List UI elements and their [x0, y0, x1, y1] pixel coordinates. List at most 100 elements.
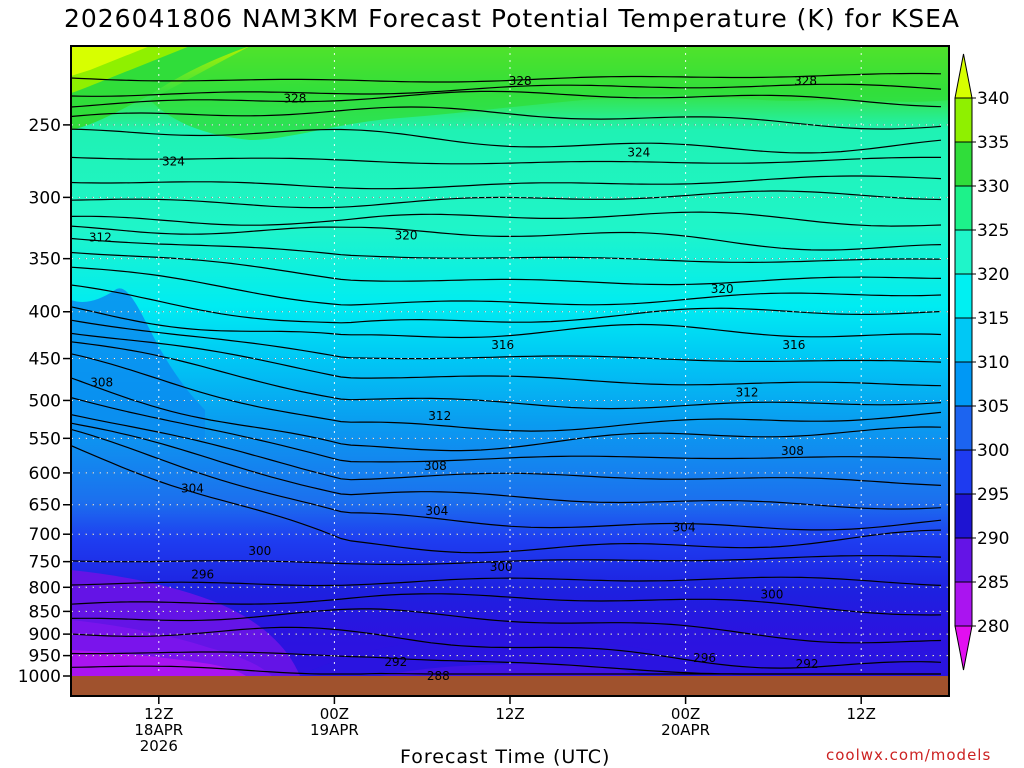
y-tick-label: 900	[29, 625, 61, 645]
colorbar-label: 335	[977, 133, 1009, 153]
y-tick-label: 950	[29, 647, 61, 667]
colorbar-segment	[954, 317, 973, 363]
y-tick-label: 300	[29, 188, 61, 208]
contour-label-text: 328	[509, 74, 532, 88]
contour-label: 304	[181, 482, 204, 496]
chart-title: 2026041806 NAM3KM Forecast Potential Tem…	[63, 4, 961, 33]
contour-label: 320	[711, 282, 734, 296]
contour-label-text: 308	[424, 459, 447, 473]
colorbar-label: 310	[977, 353, 1009, 373]
y-tick-label: 600	[29, 464, 61, 484]
colorbar-label: 285	[977, 573, 1009, 593]
x-tick-label: 12Z	[495, 705, 524, 723]
contour-line	[71, 72, 942, 83]
contour-line	[71, 332, 942, 387]
contour-line	[71, 128, 942, 154]
contour-line	[71, 445, 942, 554]
colorbar-segment	[954, 449, 973, 495]
contour-line	[71, 576, 942, 587]
contour-label: 300	[490, 560, 513, 574]
contour-line	[71, 397, 942, 463]
contour-label-text: 304	[673, 520, 696, 534]
y-tick-label: 550	[29, 429, 61, 449]
contour-label-text: 320	[711, 282, 734, 296]
colorbar-segment	[954, 537, 973, 583]
contour-label: 328	[283, 92, 306, 106]
y-tick-label: 250	[29, 116, 61, 136]
colorbar-label: 280	[977, 617, 1009, 637]
contour-line	[71, 237, 942, 264]
contour-label: 308	[424, 459, 447, 473]
contour-label: 292	[796, 657, 819, 671]
contour-label: 312	[428, 409, 451, 423]
y-tick-label: 800	[29, 578, 61, 598]
colorbar-segment	[954, 581, 973, 627]
colorbar-label: 305	[977, 397, 1009, 417]
colorbar-label: 320	[977, 265, 1009, 285]
contour-label: 324	[627, 146, 650, 160]
y-tick-label: 450	[29, 350, 61, 370]
contour-line	[71, 251, 942, 286]
y-tick-label: 500	[29, 391, 61, 411]
contour-line	[71, 626, 942, 669]
contour-label: 308	[90, 376, 113, 390]
contour-label: 312	[736, 385, 759, 399]
contour-label: 296	[191, 568, 214, 582]
contour-line	[71, 211, 942, 227]
contour-label: 320	[395, 228, 418, 242]
contour-label-text: 300	[248, 544, 271, 558]
contour-label: 316	[782, 338, 805, 352]
contour-label-text: 308	[90, 376, 113, 390]
y-tick-label: 1000	[18, 667, 61, 687]
contour-label-text: 288	[427, 669, 450, 683]
contour-label-text: 324	[162, 154, 185, 168]
contour-label-text: 292	[384, 655, 407, 669]
colorbar-segment	[954, 229, 973, 275]
contour-label-text: 304	[181, 482, 204, 496]
credit-text: coolwx.com/models	[826, 746, 992, 764]
contour-label-text: 312	[89, 231, 112, 245]
contour-label-text: 328	[283, 92, 306, 106]
contour-label: 328	[509, 74, 532, 88]
colorbar-extend-bottom	[954, 625, 973, 671]
colorbar-segment	[954, 97, 973, 143]
contour-label: 316	[491, 338, 514, 352]
x-tick-label: 2026	[140, 737, 178, 755]
contour-label-text: 324	[627, 146, 650, 160]
colorbar-label: 295	[977, 485, 1009, 505]
contour-line	[71, 156, 941, 165]
contour-label: 292	[384, 655, 407, 669]
x-tick-label: 12Z	[847, 705, 876, 723]
contour-label: 304	[425, 504, 448, 518]
x-tick-label: 12Z	[144, 705, 173, 723]
colorbar-segment	[954, 141, 973, 187]
y-tick-label: 650	[29, 496, 61, 516]
x-tick-label: 19APR	[310, 721, 359, 739]
contour-label-text: 300	[490, 560, 513, 574]
contour-line	[71, 593, 942, 616]
contour-label-text: 308	[781, 444, 804, 458]
contour-line	[71, 90, 942, 108]
contour-line	[71, 306, 942, 339]
colorbar-label: 325	[977, 221, 1009, 241]
colorbar-label: 315	[977, 309, 1009, 329]
x-tick-label: 00Z	[671, 705, 700, 723]
contour-line	[71, 175, 942, 190]
y-tick-label: 700	[29, 525, 61, 545]
colorbar-extend-top	[954, 53, 973, 99]
contour-line	[71, 106, 942, 130]
contour-line	[71, 319, 942, 363]
colorbar: 340 335 330 325 320 315 310 305 300 295 290 285 280	[954, 53, 1009, 671]
x-tick-label: 18APR	[134, 721, 183, 739]
contour-line	[71, 341, 942, 410]
y-tick-label: 750	[29, 553, 61, 573]
colorbar-label: 340	[977, 89, 1009, 109]
contour-line	[71, 83, 942, 97]
grid-lines	[71, 46, 949, 676]
colorbar-segment	[954, 493, 973, 539]
contour-line	[71, 665, 941, 675]
contour-label-text: 316	[782, 338, 805, 352]
contour-line	[71, 422, 942, 510]
contour-label: 288	[427, 669, 450, 683]
contour-line	[71, 353, 942, 432]
